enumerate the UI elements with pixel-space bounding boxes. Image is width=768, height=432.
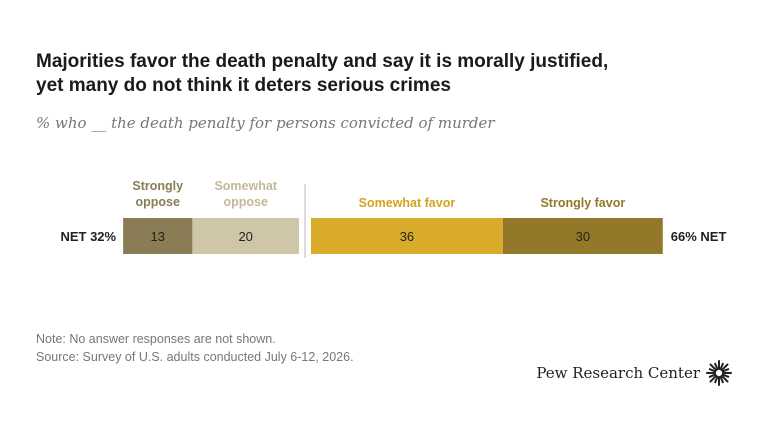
- category-label-oppose-1-line-0: Somewhat: [214, 179, 277, 193]
- chart-title-line-2: yet many do not think it deters serious …: [36, 75, 451, 96]
- pew-logo: Pew Research Center: [536, 360, 732, 386]
- note-text: Note: No answer responses are not shown.: [36, 332, 276, 346]
- value-label-favor-2: 36: [400, 229, 414, 244]
- category-label-favor-3-line-0: Strongly favor: [540, 196, 625, 210]
- chart-title-line-1: Majorities favor the death penalty and s…: [36, 51, 609, 72]
- net-oppose-label: NET 32%: [60, 229, 116, 244]
- category-label-favor-2-line-0: Somewhat favor: [359, 196, 456, 210]
- source-text: Source: Survey of U.S. adults conducted …: [36, 350, 354, 364]
- net-favor-label: 66% NET: [671, 229, 727, 244]
- category-label-oppose-0-line-0: Strongly: [132, 179, 183, 193]
- value-label-favor-3: 30: [576, 229, 590, 244]
- chart-subtitle: % who __ the death penalty for persons c…: [36, 114, 495, 132]
- bar-segment-oppose-1: [192, 218, 299, 254]
- category-label-oppose-0-line-1: oppose: [136, 195, 180, 209]
- chart-notes: Note: No answer responses are not shown.…: [36, 330, 354, 366]
- diverging-bar-chart: 13 Strongly oppose 20 Somewhat oppose 36 Somewh…: [60, 179, 727, 258]
- sunburst-icon: [706, 360, 732, 386]
- value-label-oppose-1: 20: [238, 229, 252, 244]
- chart-title: Majorities favor the death penalty and s…: [36, 50, 736, 98]
- bar-segment-favor-2: [311, 218, 503, 254]
- bar-segment-oppose-0: [123, 218, 193, 254]
- bar-segment-favor-3: [502, 218, 663, 254]
- value-label-oppose-0: 13: [151, 229, 165, 244]
- category-label-oppose-1-line-1: oppose: [223, 195, 267, 209]
- logo-text: Pew Research Center: [536, 364, 700, 382]
